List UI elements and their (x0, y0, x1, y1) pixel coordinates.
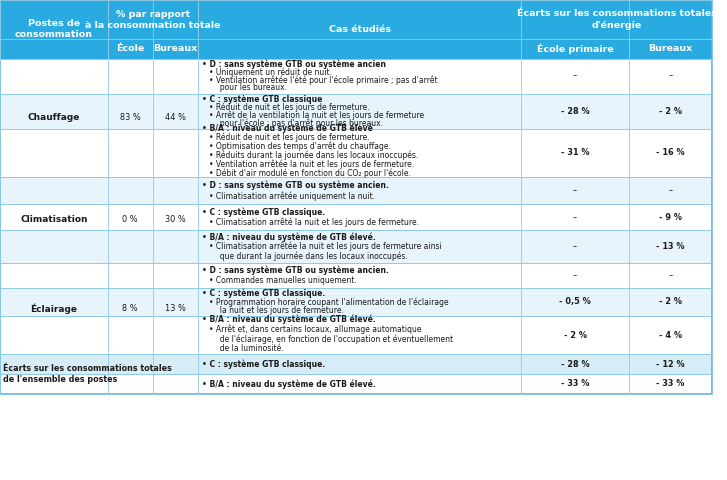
Bar (108, 39, 153, 59)
Text: - 0,5 %: - 0,5 % (559, 298, 591, 306)
Bar (0, 230, 712, 263)
Text: Chauffage: Chauffage (28, 113, 80, 122)
Text: École: École (116, 45, 144, 53)
Text: - 2 %: - 2 % (659, 107, 682, 116)
Text: –: – (573, 271, 577, 280)
Text: • B/A : niveau du système de GTB élevé.: • B/A : niveau du système de GTB élevé. (202, 315, 376, 324)
Text: % par rapport
à la consommation totale: % par rapport à la consommation totale (85, 10, 220, 30)
Text: • Débit d'air modulé en fonction du CO₂ pour l'école.: • Débit d'air modulé en fonction du CO₂ … (209, 168, 411, 178)
Text: Écarts sur les consommations totales
d'énergie: Écarts sur les consommations totales d'é… (517, 10, 717, 30)
Text: –: – (669, 72, 672, 81)
Text: • Réduit de nuit et les jours de fermeture.: • Réduit de nuit et les jours de fermetu… (209, 102, 369, 112)
Text: • Commandes manuelles uniquement.: • Commandes manuelles uniquement. (209, 276, 356, 285)
Text: École primaire: École primaire (537, 44, 614, 54)
Bar (198, 0, 521, 59)
Bar (0, 94, 712, 129)
Text: • Arrêt de la ventilation la nuit et les jours de fermeture: • Arrêt de la ventilation la nuit et les… (209, 110, 424, 120)
Text: - 2 %: - 2 % (659, 298, 682, 306)
Bar (0, 177, 712, 204)
Text: - 31 %: - 31 % (561, 148, 590, 157)
Text: • B/A : niveau du système de GTB élevé.: • B/A : niveau du système de GTB élevé. (202, 232, 376, 241)
Text: • Réduits durant la journée dans les locaux inoccupés.: • Réduits durant la journée dans les loc… (209, 151, 418, 160)
Text: de l'éclairage, en fonction de l'occupation et éventuellement: de l'éclairage, en fonction de l'occupat… (215, 334, 454, 344)
Bar (0, 316, 712, 354)
Text: • C : système GTB classique: • C : système GTB classique (202, 95, 323, 104)
Text: –: – (669, 186, 672, 195)
Text: –: – (573, 72, 577, 81)
Bar (0, 59, 712, 94)
Bar (0, 204, 712, 230)
Text: • Climatisation arrêtée la nuit et les jours de fermeture ainsi: • Climatisation arrêtée la nuit et les j… (209, 242, 441, 252)
Text: • B/A : niveau du système de GTB élevé.: • B/A : niveau du système de GTB élevé. (202, 379, 376, 388)
Bar (0, 288, 712, 316)
Text: 13 %: 13 % (165, 304, 185, 313)
Text: la nuit et les jours de fermeture.: la nuit et les jours de fermeture. (215, 306, 344, 315)
Text: - 12 %: - 12 % (656, 360, 685, 369)
Text: 30 %: 30 % (165, 216, 185, 224)
Text: - 28 %: - 28 % (561, 360, 590, 369)
Text: • Ventilation arrêtée la nuit et les jours de fermeture.: • Ventilation arrêtée la nuit et les jou… (209, 159, 414, 169)
Text: - 28 %: - 28 % (561, 107, 590, 116)
Text: - 33 %: - 33 % (656, 379, 685, 388)
Text: de la luminosité.: de la luminosité. (215, 344, 284, 353)
Bar (521, 39, 629, 59)
Text: pour les bureaux.: pour les bureaux. (215, 83, 287, 92)
Text: - 9 %: - 9 % (659, 213, 682, 222)
Text: • Arrêt et, dans certains locaux, allumage automatique: • Arrêt et, dans certains locaux, alluma… (209, 324, 421, 334)
Text: • D : sans système GTB ou système ancien: • D : sans système GTB ou système ancien (202, 60, 386, 69)
Text: –: – (573, 186, 577, 195)
Text: • D : sans système GTB ou système ancien.: • D : sans système GTB ou système ancien… (202, 180, 389, 190)
Text: Éclairage: Éclairage (31, 303, 77, 314)
Bar (629, 39, 712, 59)
Text: • Climatisation arrêtée uniquement la nuit.: • Climatisation arrêtée uniquement la nu… (209, 191, 375, 201)
Text: • C : système GTB classique.: • C : système GTB classique. (202, 360, 326, 369)
Text: –: – (669, 271, 672, 280)
Text: pour l'école ; pas d'arrêt pour les bureaux.: pour l'école ; pas d'arrêt pour les bure… (215, 118, 383, 128)
Text: • C : système GTB classique.: • C : système GTB classique. (202, 207, 326, 216)
Text: • Réduit de nuit et les jours de fermeture.: • Réduit de nuit et les jours de fermetu… (209, 133, 369, 142)
Bar (0, 0, 108, 59)
Text: Écarts sur les consommations totales
de l'ensemble des postes: Écarts sur les consommations totales de … (3, 363, 172, 384)
Text: • Optimisation des temps d'arrêt du chauffage.: • Optimisation des temps d'arrêt du chau… (209, 142, 390, 151)
Text: Postes de
consommation: Postes de consommation (15, 19, 93, 39)
Text: Cas étudiés: Cas étudiés (329, 25, 390, 34)
Text: • D : sans système GTB ou système ancien.: • D : sans système GTB ou système ancien… (202, 266, 389, 275)
Bar (0, 354, 712, 374)
Text: • B/A : niveau du système de GTB élevé: • B/A : niveau du système de GTB élevé (202, 124, 373, 133)
Text: • Ventilation arrêtée l'été pour l'école primaire ; pas d'arrêt: • Ventilation arrêtée l'été pour l'école… (209, 75, 437, 85)
Text: - 2 %: - 2 % (563, 331, 587, 339)
Text: 44 %: 44 % (165, 113, 185, 122)
Text: 83 %: 83 % (120, 113, 140, 122)
Text: - 16 %: - 16 % (656, 148, 685, 157)
Text: 0 %: 0 % (122, 216, 138, 224)
Text: - 4 %: - 4 % (659, 331, 682, 339)
Text: • Programmation horaire coupant l'alimentation de l'éclairage: • Programmation horaire coupant l'alimen… (209, 297, 449, 307)
Text: Bureaux: Bureaux (153, 45, 197, 53)
Text: • Uniquement un réduit de nuit.: • Uniquement un réduit de nuit. (209, 67, 332, 77)
Bar (153, 39, 198, 59)
Text: Climatisation: Climatisation (20, 216, 87, 224)
Bar (0, 129, 712, 177)
Text: –: – (573, 213, 577, 222)
Bar (521, 0, 712, 39)
Text: - 13 %: - 13 % (656, 242, 685, 251)
Text: –: – (573, 242, 577, 251)
Text: que durant la journée dans les locaux inoccupés.: que durant la journée dans les locaux in… (215, 252, 408, 261)
Text: - 33 %: - 33 % (561, 379, 590, 388)
Text: Bureaux: Bureaux (648, 45, 693, 53)
Bar (0, 374, 712, 394)
Bar (0, 0, 712, 394)
Text: • C : système GTB classique.: • C : système GTB classique. (202, 289, 326, 298)
Bar (108, 0, 198, 39)
Text: • Climatisation arrêté la nuit et les jours de fermeture.: • Climatisation arrêté la nuit et les jo… (209, 218, 419, 227)
Bar (0, 263, 712, 288)
Text: 8 %: 8 % (122, 304, 138, 313)
